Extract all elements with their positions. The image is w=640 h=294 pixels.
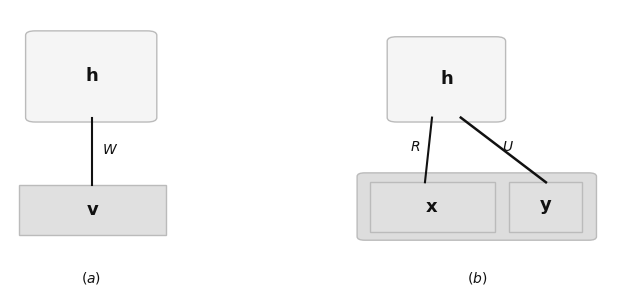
Text: $\mathbf{v}$: $\mathbf{v}$	[86, 201, 100, 219]
Text: $(a)$: $(a)$	[81, 270, 102, 286]
FancyBboxPatch shape	[19, 185, 166, 235]
Text: $(b)$: $(b)$	[467, 270, 487, 286]
Text: $\mathbf{h}$: $\mathbf{h}$	[85, 67, 98, 86]
Text: $\mathbf{y}$: $\mathbf{y}$	[540, 198, 552, 216]
FancyBboxPatch shape	[26, 31, 157, 122]
Text: $\mathbf{h}$: $\mathbf{h}$	[440, 70, 453, 88]
Text: $U$: $U$	[502, 140, 515, 154]
Text: $R$: $R$	[410, 140, 420, 154]
Text: $W$: $W$	[102, 143, 118, 157]
FancyBboxPatch shape	[387, 37, 506, 122]
FancyBboxPatch shape	[357, 173, 596, 240]
FancyBboxPatch shape	[370, 182, 495, 232]
FancyBboxPatch shape	[509, 182, 582, 232]
Text: $\mathbf{x}$: $\mathbf{x}$	[426, 198, 438, 216]
